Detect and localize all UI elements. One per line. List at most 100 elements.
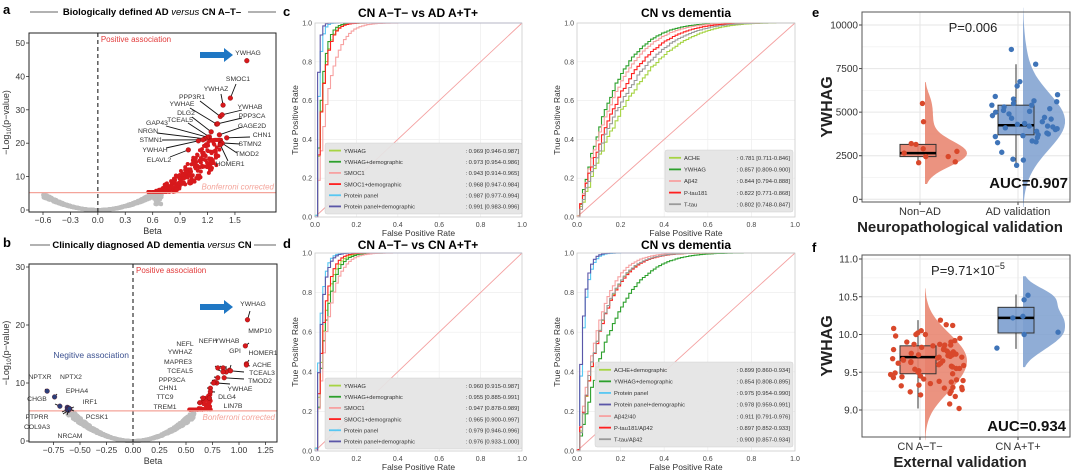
significant-point — [201, 150, 206, 155]
legend-auc: : 0.975 [0.954-0.990] — [736, 391, 790, 397]
auc-ci: 0.933-1.000 — [486, 440, 517, 446]
sample-point — [895, 360, 901, 366]
highlighted-gene-point — [220, 369, 226, 375]
sample-point — [1001, 104, 1007, 110]
sample-point — [952, 337, 958, 344]
significant-point — [181, 172, 186, 177]
sample-point — [1006, 111, 1012, 117]
gene-point — [156, 434, 161, 439]
gene-label: PPP3R1 — [179, 94, 205, 101]
gene-point — [121, 204, 126, 209]
sample-point — [1026, 123, 1032, 129]
legend-label: Protein panel — [614, 391, 648, 397]
significant-point — [205, 148, 210, 153]
auc-ci: 0.954-0.986 — [486, 160, 517, 166]
legend-item: Protein panel+demographic: 0.976 [0.933-… — [329, 440, 519, 446]
y-tick-label: 0.6 — [302, 330, 312, 337]
sample-point — [949, 371, 956, 377]
highlighted-gene-point — [224, 135, 230, 141]
legend-auc: : 0.822 [0.771-0.868] — [736, 191, 790, 197]
auc-ci: 0.771-0.868 — [757, 191, 788, 197]
x-tick-label: 0.75 — [204, 445, 221, 455]
gene-point — [101, 207, 106, 212]
highlighted-gene-point — [242, 343, 248, 349]
plot-frame — [314, 252, 523, 452]
sample-point — [953, 377, 960, 383]
ylabel-subscript: 10 — [7, 127, 13, 134]
title-italic: versus — [207, 240, 235, 251]
plot-frame — [28, 263, 278, 443]
x-tick-label: 1.2 — [202, 215, 214, 225]
auc-ci: 0.915-0.987 — [486, 384, 517, 390]
leader-line — [219, 144, 229, 162]
x-tick-label: 0.3 — [119, 215, 131, 225]
gene-label: ELAVL2 — [147, 157, 172, 164]
bonferroni-label: Bonferroni corrected — [203, 413, 276, 422]
y-tick-label: 0.2 — [302, 176, 312, 183]
significant-point — [203, 154, 208, 159]
gene-label: COL9A3 — [24, 424, 50, 431]
highlighted-gene-point — [243, 362, 249, 368]
gene-label: NEFH — [199, 338, 218, 345]
gene-point — [189, 412, 194, 417]
sample-point — [1039, 119, 1046, 125]
gene-label: YWHAG — [240, 301, 266, 308]
x-tick-label: 1.0 — [790, 456, 800, 463]
x-tick-label: −0.25 — [96, 445, 118, 455]
x-tick-label: 0.4 — [659, 222, 669, 229]
plot-frame — [314, 22, 523, 218]
gene-point — [42, 194, 47, 199]
roc-title: CN A−T− vs CN A+T+ — [358, 238, 478, 252]
sample-point — [956, 405, 962, 412]
legend-label: YWHAG — [344, 149, 366, 155]
gene-label: EPHA4 — [66, 388, 89, 395]
sample-point — [994, 139, 1001, 146]
group-0 — [887, 288, 967, 441]
positive-association-label: Positive association — [101, 35, 171, 44]
highlighted-gene-point — [211, 380, 217, 386]
significant-point — [185, 161, 190, 166]
y-tick-label: 0.2 — [302, 409, 312, 416]
gene-point — [79, 206, 84, 211]
density-half-violin — [925, 82, 967, 185]
gene-label: STMN1 — [139, 137, 162, 144]
sample-point — [904, 339, 910, 345]
leader-line — [224, 377, 245, 380]
auc-value: 0.991 — [469, 205, 484, 211]
sample-point — [1017, 78, 1023, 85]
sample-point — [1014, 83, 1020, 89]
x-tick-label: 1.5 — [229, 215, 241, 225]
gene-point — [189, 416, 194, 421]
y-tick-label: 0.4 — [302, 137, 312, 144]
title-part: CN A–T– — [202, 7, 241, 18]
y-axis-label: −Log10(p−value) — [1, 90, 13, 155]
y-tick-label: 20 — [16, 320, 26, 330]
y-tick-label: 10000 — [830, 21, 858, 32]
gene-point — [52, 198, 57, 203]
gene-label: TCEAL3 — [249, 370, 275, 377]
sample-point — [949, 322, 956, 329]
leader-line — [165, 125, 208, 138]
gene-label: TMOD2 — [235, 151, 259, 158]
significant-point — [184, 170, 189, 175]
auc-value: 0.968 — [469, 182, 484, 188]
significant-point — [198, 169, 203, 174]
x-tick-label: 0.4 — [393, 222, 403, 229]
sample-point — [1047, 105, 1053, 112]
significant-point — [191, 160, 196, 165]
sample-point — [1013, 162, 1020, 169]
sample-point — [899, 374, 905, 380]
x-tick-label: 1.0 — [517, 222, 527, 229]
auc-value: 0.900 — [740, 437, 755, 443]
title-italic: versus — [171, 7, 199, 18]
auc-value: 0.960 — [469, 384, 484, 390]
gene-label: YWHAE — [170, 101, 195, 108]
sample-point — [918, 344, 925, 351]
gene-point — [159, 195, 164, 200]
gene-point — [179, 424, 184, 429]
gene-label: PPP3CA — [159, 377, 186, 384]
significant-point — [183, 165, 188, 170]
y-tick-label: 0.0 — [302, 215, 312, 222]
gene-label: MMP10 — [248, 328, 272, 335]
legend-box — [324, 377, 523, 450]
